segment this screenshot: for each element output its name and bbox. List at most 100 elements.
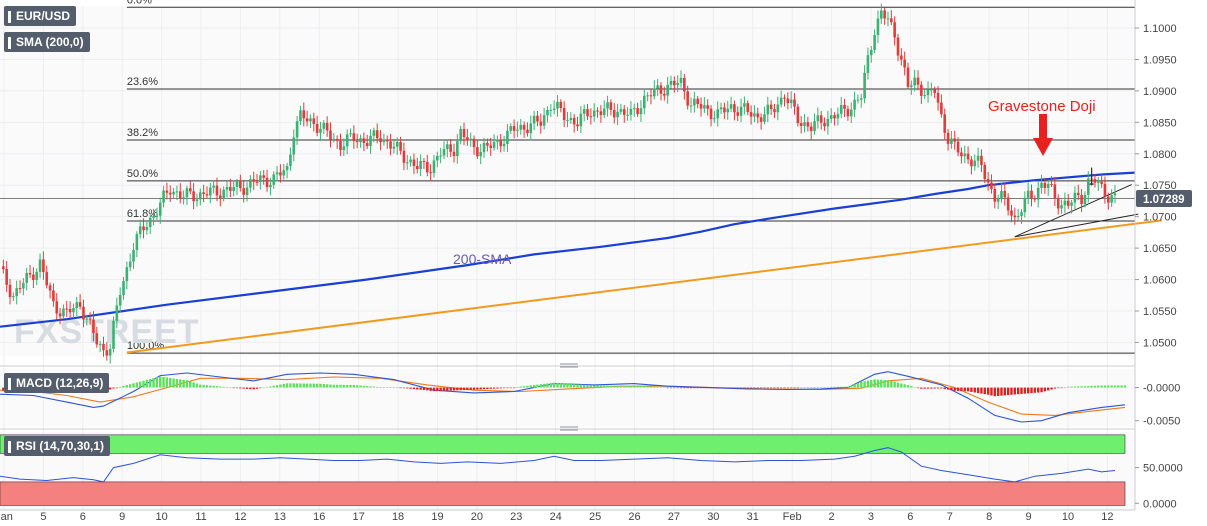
- macd-bar: [920, 387, 923, 389]
- candle: [342, 138, 346, 157]
- macd-bar: [532, 384, 536, 388]
- candle: [699, 97, 703, 117]
- macd-bar: [666, 387, 669, 389]
- candle-body: [502, 143, 506, 147]
- pane-separator-1[interactable]: [0, 363, 1135, 368]
- candle-body: [1023, 197, 1027, 213]
- candle-body: [796, 106, 800, 124]
- candle: [950, 130, 953, 149]
- candle: [469, 132, 472, 147]
- fibonacci-levels: 0.0%23.6%38.2%50.0%61.8%100.0%: [0, 0, 1135, 354]
- candle: [729, 96, 733, 113]
- candle: [108, 343, 112, 364]
- candle-body: [255, 181, 259, 183]
- sma200-line: [0, 171, 1136, 328]
- candle: [696, 96, 699, 109]
- macd-bar: [706, 387, 709, 389]
- candle: [990, 174, 993, 194]
- candle-body: [272, 174, 276, 185]
- macd-bar: [866, 380, 870, 388]
- candle-body: [599, 111, 603, 116]
- macd-bar: [1053, 387, 1057, 389]
- candle: [529, 115, 533, 141]
- candle: [279, 164, 282, 183]
- candle-body: [983, 164, 987, 179]
- candle: [676, 75, 679, 93]
- candle-body: [829, 115, 833, 119]
- candle-body: [182, 197, 185, 199]
- x-tick-label: 25: [589, 511, 601, 523]
- macd-bar: [626, 385, 629, 388]
- sma-badge[interactable]: SMA (200,0): [4, 32, 90, 52]
- rsi-badge[interactable]: RSI (14,70,30,1): [4, 436, 111, 456]
- candle-body: [970, 159, 973, 167]
- candle: [265, 169, 269, 192]
- candle: [1003, 183, 1007, 206]
- candle: [602, 100, 606, 119]
- macd-bar: [315, 383, 319, 388]
- candle: [506, 123, 509, 153]
- candle: [1050, 176, 1053, 188]
- candle: [259, 171, 262, 190]
- candle-body: [55, 301, 59, 314]
- macd-bar: [135, 382, 139, 388]
- candle: [249, 175, 252, 193]
- macd-bar: [1093, 385, 1097, 388]
- candle-body: [639, 108, 643, 115]
- candle-body: [142, 226, 145, 231]
- candle: [456, 134, 459, 164]
- candle: [522, 121, 526, 138]
- macd-bar: [669, 387, 673, 389]
- candle: [586, 104, 589, 120]
- candle: [462, 122, 466, 146]
- candle: [649, 88, 653, 105]
- candle: [245, 182, 249, 202]
- candle: [559, 99, 563, 113]
- candle: [365, 134, 369, 150]
- candle-body: [429, 172, 432, 174]
- candle-body: [319, 128, 322, 133]
- macd-bar: [152, 378, 155, 388]
- candle: [546, 106, 549, 123]
- candle: [389, 133, 392, 156]
- fib-label: 0.0%: [127, 0, 152, 6]
- candle: [422, 158, 426, 169]
- candle: [215, 177, 219, 202]
- candle: [212, 180, 215, 194]
- symbol-badge[interactable]: EUR/USD: [4, 6, 77, 26]
- candle: [1056, 194, 1060, 215]
- candle: [749, 105, 753, 125]
- pane-separator-2[interactable]: [0, 426, 1135, 431]
- candle: [796, 103, 800, 127]
- candle: [896, 33, 900, 62]
- candle-body: [566, 119, 569, 121]
- candle-body: [1013, 215, 1017, 218]
- candle-body: [693, 98, 696, 106]
- candle-body: [1046, 184, 1050, 188]
- candle: [452, 143, 456, 163]
- macd-bar: [653, 386, 656, 388]
- candle-body: [88, 318, 92, 320]
- macd-bar: [609, 385, 613, 388]
- macd-bar: [265, 386, 269, 388]
- candle-body: [449, 144, 452, 152]
- macd-bar: [335, 384, 339, 388]
- macd-bar: [449, 387, 452, 391]
- candle: [1033, 195, 1037, 203]
- macd-bar: [355, 385, 359, 388]
- candle: [803, 114, 806, 133]
- candle: [102, 336, 105, 357]
- macd-bar: [426, 387, 429, 391]
- candle: [425, 154, 429, 177]
- macd-bar: [719, 387, 723, 389]
- candle-body: [806, 122, 810, 127]
- candle-body: [262, 175, 266, 178]
- candle: [866, 47, 870, 80]
- macd-badge[interactable]: MACD (12,26,9): [4, 373, 110, 393]
- macd-bar: [793, 387, 796, 389]
- candle: [85, 315, 89, 326]
- candle-body: [446, 144, 449, 150]
- candle: [1053, 176, 1057, 206]
- candle-body: [826, 118, 830, 127]
- candle-body: [769, 104, 773, 110]
